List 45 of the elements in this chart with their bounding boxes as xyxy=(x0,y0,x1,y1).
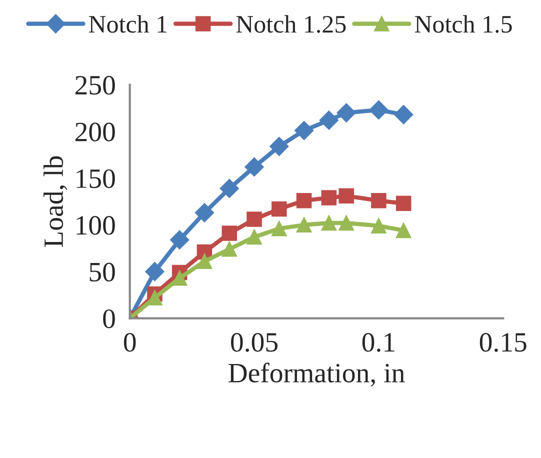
x-tick-label: 0.05 xyxy=(231,333,278,352)
point xyxy=(246,229,262,245)
point xyxy=(369,100,388,120)
point xyxy=(220,178,239,198)
point xyxy=(294,120,314,140)
point xyxy=(319,110,338,130)
point xyxy=(222,226,238,241)
point xyxy=(296,192,312,208)
legend-label: Notch 1 xyxy=(88,15,167,33)
point xyxy=(296,217,312,233)
point xyxy=(147,290,162,306)
point xyxy=(145,262,164,282)
y-tick-label: 200 xyxy=(76,122,115,142)
y-tick-label: 150 xyxy=(76,169,115,188)
point xyxy=(194,203,214,222)
point xyxy=(172,270,188,286)
legend-label: Notch 1.25 xyxy=(236,15,346,33)
x-axis-title: Deformation, in xyxy=(228,362,405,386)
x-tick-label: 0.1 xyxy=(362,333,394,352)
point xyxy=(272,220,287,236)
point xyxy=(270,136,289,156)
point xyxy=(244,157,264,176)
point xyxy=(196,254,212,269)
x-tick-label: 0 xyxy=(124,333,136,352)
y-tick-label: 50 xyxy=(90,262,115,282)
point xyxy=(170,230,190,250)
point xyxy=(222,242,238,257)
point xyxy=(272,201,287,217)
point xyxy=(321,215,337,231)
point xyxy=(396,196,412,212)
point xyxy=(371,192,386,208)
x-tick-label: 0.15 xyxy=(480,333,526,352)
y-tick-label: 250 xyxy=(76,76,115,95)
point xyxy=(246,212,262,227)
y-tick-label: 0 xyxy=(103,309,115,328)
point xyxy=(336,103,356,122)
point xyxy=(321,190,337,206)
point xyxy=(338,215,354,231)
point xyxy=(371,218,386,234)
point xyxy=(396,222,412,238)
point xyxy=(394,105,414,124)
y-tick-label: 100 xyxy=(76,216,115,235)
point xyxy=(338,188,354,204)
y-axis-title: Load, lb xyxy=(44,156,68,248)
legend-label: Notch 1.5 xyxy=(414,15,512,33)
